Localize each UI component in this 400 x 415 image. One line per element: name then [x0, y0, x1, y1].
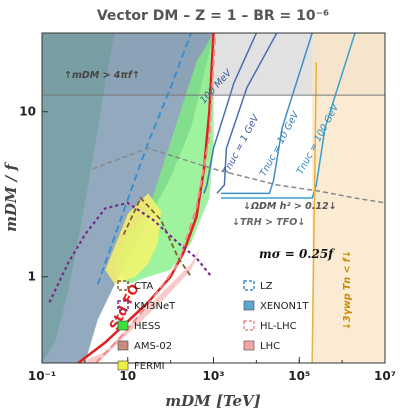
tnuc-10gev-curve — [221, 33, 313, 195]
legend-label: KM3NeT — [134, 301, 176, 312]
legend-swatch — [243, 320, 255, 331]
x-tick-label: 10³ — [203, 369, 225, 383]
legend-swatch — [117, 320, 129, 331]
x-tick-label: 10⁵ — [288, 369, 310, 383]
wp-region — [312, 33, 385, 363]
legend-label: LHC — [260, 341, 280, 352]
legend-swatch — [117, 340, 129, 351]
legend-swatch — [243, 300, 255, 311]
tnuc-1gev-curve — [216, 33, 278, 194]
trh-label: ↓TRH > TFO↓ — [232, 217, 305, 228]
cta-curve — [122, 196, 192, 278]
legend-label: FERMI — [134, 361, 165, 372]
ms-label: mσ = 0.25f — [259, 247, 335, 261]
regions-layer — [42, 33, 385, 363]
legend-label: HESS — [134, 321, 161, 332]
legend-swatch — [243, 280, 255, 291]
legend-swatch — [243, 340, 255, 351]
tnuc-100gev-curve — [221, 33, 356, 199]
legend-swatch — [117, 280, 129, 291]
perturbativity-label: ↑mDM > 4πf↑ — [64, 70, 140, 81]
trh-curve — [92, 147, 385, 204]
legend-swatch — [117, 360, 129, 371]
x-tick-label: 10⁷ — [374, 369, 396, 383]
hl-lhc-curve — [95, 33, 217, 363]
wp-label: ↓3γwp Tn < f↓ — [342, 250, 353, 330]
y-axis-ticks: 1 10 — [19, 105, 48, 284]
legend-label: HL-LHC — [260, 321, 297, 332]
km3net-curve — [48, 201, 213, 303]
y-tick-label: 10 — [19, 105, 36, 119]
legend-swatch — [117, 300, 129, 311]
legend: CTA LZ KM3NeT XENON1T HESS HL-LHC AMS-02 LHC FER… — [117, 280, 309, 372]
y-tick-label: 1 — [28, 270, 36, 284]
x-tick-label: 10 — [119, 369, 136, 383]
x-axis-ticks: 10⁻¹ 10 10³ 10⁵ 10⁷ — [28, 357, 396, 383]
x-axis-title: mDM [TeV] — [165, 392, 261, 410]
legend-label: AMS-02 — [134, 341, 172, 352]
legend-label: LZ — [260, 281, 273, 292]
chart-title: Vector DM – Z = 1 – BR = 10⁻⁶ — [97, 8, 329, 24]
legend-label: XENON1T — [260, 301, 309, 312]
omega-label: ↓ΩDM h² > 0.12↓ — [243, 201, 337, 212]
legend-label: CTA — [134, 281, 153, 292]
x-tick-label: 10⁻¹ — [28, 369, 56, 383]
y-axis-title: mDM / f — [2, 162, 20, 232]
wp-bound-line — [311, 62, 318, 363]
tnuc-100mev-curve — [203, 33, 258, 194]
